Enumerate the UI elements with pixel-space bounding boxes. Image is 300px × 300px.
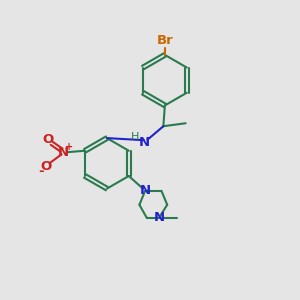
Text: N: N [139, 136, 150, 149]
Text: -: - [38, 165, 44, 178]
Text: H: H [131, 132, 139, 142]
Text: N: N [154, 211, 165, 224]
Text: N: N [58, 146, 69, 159]
Text: Br: Br [157, 34, 173, 47]
Text: N: N [140, 184, 151, 197]
Text: +: + [64, 142, 73, 152]
Text: O: O [43, 133, 54, 146]
Text: O: O [41, 160, 52, 173]
